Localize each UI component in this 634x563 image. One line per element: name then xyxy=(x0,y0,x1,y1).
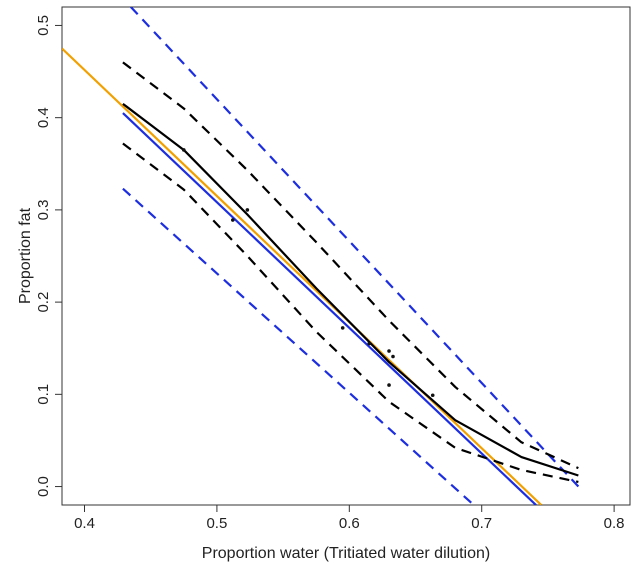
data-point-1 xyxy=(182,148,186,152)
x-tick-label: 0.4 xyxy=(74,515,95,532)
y-tick-label: 0.0 xyxy=(35,476,52,497)
series-line-1 xyxy=(62,47,543,505)
data-point-6 xyxy=(387,349,391,353)
data-point-8 xyxy=(387,383,391,387)
points-layer xyxy=(182,148,435,398)
series-line-6 xyxy=(122,61,579,470)
data-point-5 xyxy=(367,341,371,346)
series-line-5 xyxy=(122,102,579,477)
y-axis: 0.0 0.1 0.2 0.3 0.4 0.5 xyxy=(35,15,62,497)
x-tick-label: 0.6 xyxy=(339,515,360,532)
series-layer xyxy=(62,7,580,505)
x-axis-title: Proportion water (Tritiated water diluti… xyxy=(202,545,490,562)
data-point-7 xyxy=(391,354,395,359)
y-tick-label: 0.4 xyxy=(35,107,52,128)
y-axis-title: Proportion fat xyxy=(17,207,34,304)
series-line-2 xyxy=(122,112,537,505)
x-tick-label: 0.8 xyxy=(604,515,625,532)
x-axis: 0.4 0.5 0.6 0.7 0.8 xyxy=(74,505,625,532)
x-tick-label: 0.5 xyxy=(206,515,227,532)
y-tick-label: 0.1 xyxy=(35,384,52,405)
series-line-4 xyxy=(122,187,475,505)
plot-frame xyxy=(61,6,631,506)
data-point-3 xyxy=(245,208,250,212)
data-point-9 xyxy=(430,393,435,398)
data-point-4 xyxy=(340,326,345,330)
data-point-2 xyxy=(231,218,235,222)
y-tick-label: 0.5 xyxy=(35,15,52,36)
series-line-3 xyxy=(130,7,580,488)
series-line-7 xyxy=(122,142,579,484)
x-tick-label: 0.7 xyxy=(471,515,492,532)
y-tick-label: 0.3 xyxy=(35,199,52,220)
y-tick-label: 0.2 xyxy=(35,292,52,313)
